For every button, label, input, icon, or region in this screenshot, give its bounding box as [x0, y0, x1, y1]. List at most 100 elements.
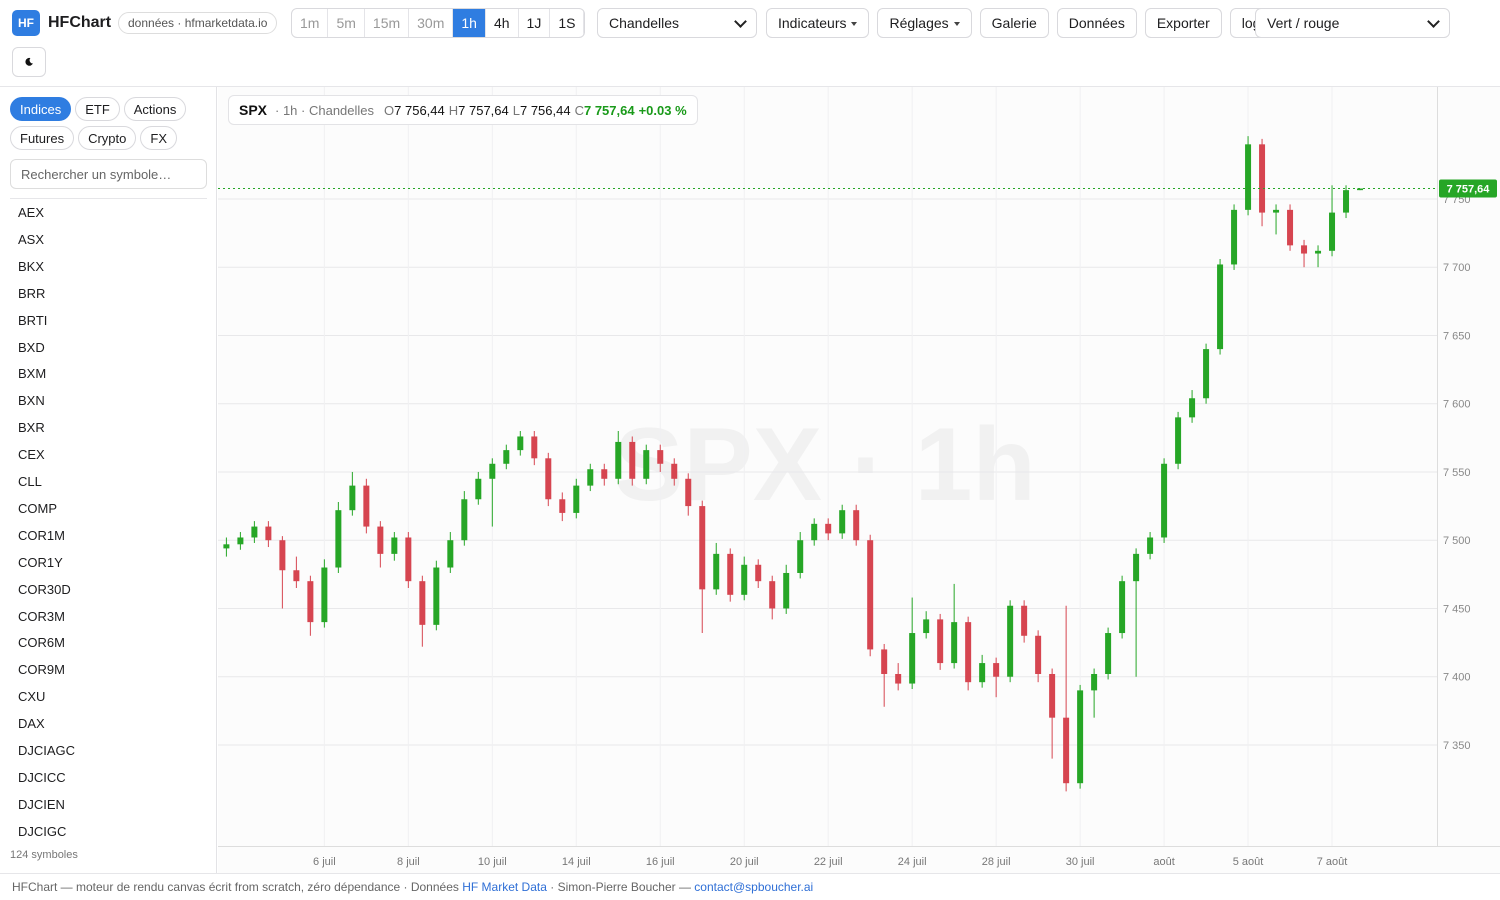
palette-select[interactable]: Vert / rouge: [1255, 8, 1450, 38]
candle-body: [685, 478, 692, 507]
footer-link[interactable]: contact@spboucher.ai: [694, 880, 814, 894]
candle-body: [461, 499, 468, 541]
symbol-item[interactable]: DJCIEN: [18, 796, 65, 812]
toolbar-button[interactable]: Réglages: [877, 8, 972, 38]
candle-body: [1007, 605, 1014, 677]
category-tab[interactable]: Crypto: [78, 126, 137, 150]
timeframe-button[interactable]: 1J: [519, 9, 551, 37]
symbol-item[interactable]: DJCIGC: [18, 823, 67, 839]
toolbar-button[interactable]: Exporter: [1144, 8, 1222, 38]
symbol-item[interactable]: COR1Y: [18, 554, 63, 570]
legend-high: 7 757,64: [458, 102, 509, 118]
chart-type-select[interactable]: Chandelles: [597, 8, 757, 38]
x-tick-label: 14 juil: [562, 856, 591, 868]
candle-body: [1245, 144, 1252, 210]
legend-symbol: SPX: [239, 102, 268, 118]
timeframe-button[interactable]: 4h: [486, 9, 519, 37]
candle-body: [433, 567, 440, 625]
candle-body: [1343, 190, 1350, 213]
symbol-item[interactable]: COR9M: [18, 662, 65, 678]
candle-body: [1273, 209, 1280, 213]
timeframe-group: 1m 5m 15m 30m 1h 4h 1J 1S: [291, 8, 586, 38]
footer-link[interactable]: HF Market Data: [462, 880, 547, 894]
symbol-item[interactable]: CEX: [18, 447, 45, 463]
timeframe-button[interactable]: 1S: [550, 9, 585, 37]
x-tick-label: 6 juil: [313, 856, 336, 868]
legend-change: +0.03 %: [638, 102, 687, 118]
legend-subtitle: · 1h · Chandelles: [275, 102, 375, 118]
x-tick-label: 28 juil: [982, 856, 1011, 868]
category-tab[interactable]: Actions: [123, 97, 187, 121]
symbol-item[interactable]: AEX: [18, 205, 45, 220]
symbol-item[interactable]: CLL: [18, 474, 42, 489]
candle-body: [643, 450, 650, 479]
candle-body: [909, 633, 916, 684]
category-tab[interactable]: Futures: [10, 126, 75, 150]
timeframe-button[interactable]: 15m: [365, 9, 410, 37]
symbol-item[interactable]: BXD: [18, 339, 45, 355]
candle-body: [1077, 690, 1084, 784]
candle-body: [895, 673, 902, 684]
candle-body: [629, 441, 636, 479]
search-input[interactable]: Rechercher un symbole…: [10, 159, 207, 189]
dark-mode-toggle[interactable]: [12, 47, 46, 77]
symbol-item[interactable]: BKX: [18, 258, 45, 274]
x-tick-label: 30 juil: [1066, 856, 1095, 868]
candle-body: [615, 441, 622, 479]
timeframe-button[interactable]: 5m: [328, 9, 365, 37]
category-tab[interactable]: Indices: [10, 97, 72, 121]
symbol-item[interactable]: CXU: [18, 689, 46, 705]
timeframe-button[interactable]: 1m: [292, 9, 329, 37]
candle-body: [993, 663, 1000, 677]
candle-body: [559, 499, 566, 513]
x-tick-label: 10 juil: [478, 856, 507, 868]
symbol-item[interactable]: BXR: [18, 420, 45, 436]
category-tab[interactable]: ETF: [75, 97, 120, 121]
symbol-item[interactable]: DJCIAGC: [18, 743, 76, 758]
symbol-item[interactable]: BXM: [18, 366, 47, 382]
symbol-item[interactable]: BRTI: [18, 312, 48, 328]
y-tick-label: 7 700: [1443, 262, 1471, 274]
timeframe-button[interactable]: 30m: [409, 9, 454, 37]
category-tab[interactable]: FX: [140, 126, 177, 150]
candle-body: [1301, 245, 1308, 254]
symbol-item[interactable]: COR30D: [18, 581, 71, 597]
y-tick-label: 7 350: [1443, 740, 1471, 752]
y-tick-label: 7 550: [1443, 467, 1471, 479]
symbol-item[interactable]: COR1M: [18, 527, 65, 543]
candle-body: [741, 564, 748, 595]
candle-body: [951, 622, 958, 664]
y-tick-label: 7 500: [1443, 535, 1471, 547]
candle-body: [1021, 605, 1028, 636]
symbol-item[interactable]: BRR: [18, 285, 46, 301]
last-price-label: 7 757,64: [1447, 184, 1491, 196]
symbol-item[interactable]: COR6M: [18, 635, 65, 651]
candle-body: [839, 510, 846, 534]
symbol-item[interactable]: DJCICC: [18, 769, 66, 785]
symbol-item[interactable]: COR3M: [18, 608, 65, 624]
candle-body: [419, 581, 426, 625]
symbol-item[interactable]: BXN: [18, 393, 45, 409]
candle-body: [825, 523, 832, 534]
y-tick-label: 7 600: [1443, 399, 1471, 411]
candle-body: [783, 572, 790, 609]
legend-key: H: [448, 102, 459, 118]
toolbar-buttons: Indicateurs Réglages Galerie Données Exporte…: [766, 8, 1273, 38]
toolbar-button[interactable]: Indicateurs: [766, 8, 870, 38]
candle-body: [1147, 537, 1154, 554]
candle-body: [573, 485, 580, 513]
candle-body: [979, 663, 986, 683]
candle-body: [657, 450, 664, 464]
toolbar-button[interactable]: Données: [1056, 8, 1137, 38]
chart: SPX · 1h 7 350 7 400 7 450 7 500 7 550 7 600 7 …: [218, 87, 1500, 868]
timeframe-button[interactable]: 1h: [453, 9, 486, 37]
candle-body: [1189, 398, 1196, 418]
chart-area: SPX · 1h 7 350 7 400 7 450 7 500 7 550 7 600 7 …: [218, 87, 1500, 873]
header-divider: [0, 86, 1500, 87]
symbol-item[interactable]: DAX: [18, 716, 45, 732]
toolbar-button[interactable]: Galerie: [979, 8, 1049, 38]
footer: HFChart — moteur de rendu canvas écrit f…: [0, 873, 1500, 900]
candle-body: [377, 526, 384, 554]
symbol-item[interactable]: COMP: [18, 500, 57, 516]
symbol-item[interactable]: ASX: [18, 231, 45, 247]
